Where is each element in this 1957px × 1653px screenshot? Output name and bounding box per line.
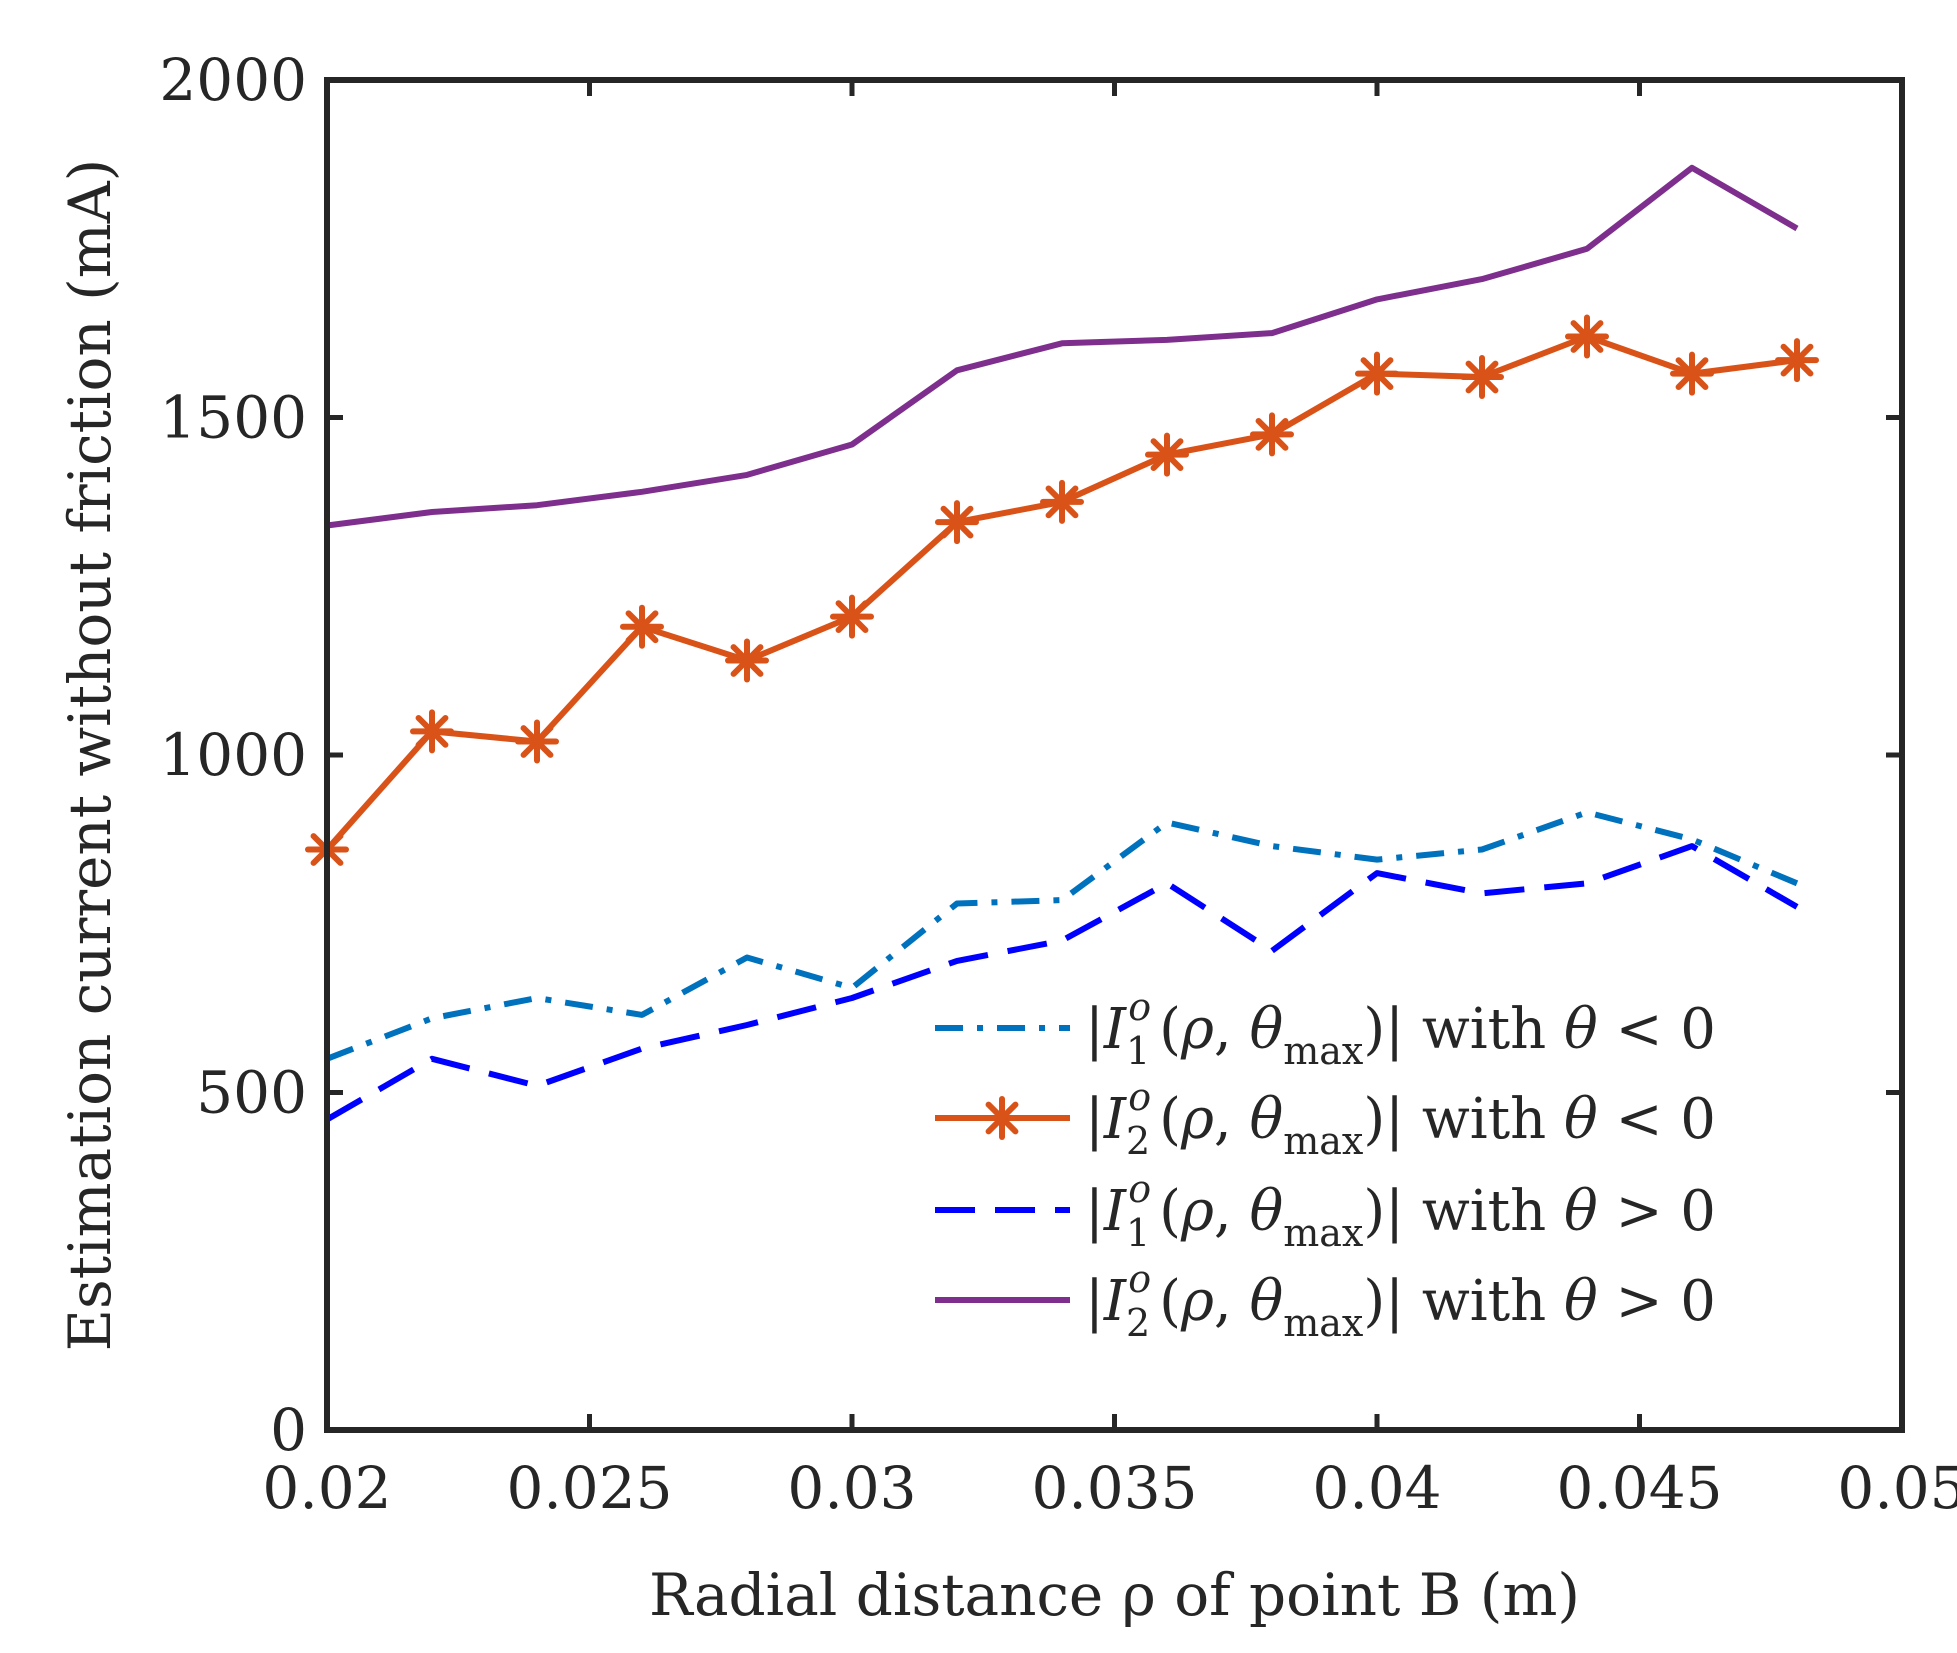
series-line-4	[326, 164, 1799, 529]
data-point-marker	[1460, 355, 1504, 399]
y-tick-label: 500	[196, 1059, 307, 1127]
data-point-marker	[1040, 479, 1084, 524]
x-tick-label: 0.025	[506, 1454, 672, 1522]
series-line-3	[325, 843, 1799, 1123]
legend-label: |I2o (ρ, θmax)| with θ > 0	[1085, 1257, 1716, 1345]
data-point-marker	[410, 709, 454, 754]
x-axis-title: Radial distance ρ of point B (m)	[649, 1561, 1580, 1629]
data-point-marker	[1670, 351, 1714, 396]
y-tick-label: 1000	[159, 721, 307, 789]
legend-label: |I1o (ρ, θmax)| with θ < 0	[1085, 985, 1716, 1073]
data-point-marker	[620, 604, 664, 649]
data-point-marker	[1145, 432, 1189, 477]
legend-label: |I2o (ρ, θmax)| with θ < 0	[1085, 1075, 1716, 1163]
y-tick-label: 1500	[159, 384, 307, 452]
data-point-marker	[935, 500, 979, 545]
ticklabel-layer: 0.02 0.025 0.03 0.035 0.04 0.045 0.05 0 500 1000 1…	[159, 46, 1957, 1522]
series-line-1	[325, 809, 1799, 1062]
series-layer	[305, 164, 1819, 1123]
x-tick-label: 0.045	[1556, 1454, 1722, 1522]
legend-marker	[980, 1096, 1024, 1140]
data-point-marker	[1250, 412, 1294, 457]
axes-box	[324, 77, 1905, 1433]
x-tick-label: 0.02	[262, 1454, 391, 1522]
y-tick-label: 0	[270, 1396, 307, 1464]
x-tick-label: 0.03	[787, 1454, 916, 1522]
x-tick-label: 0.035	[1031, 1454, 1197, 1522]
data-point-marker	[1355, 351, 1399, 396]
x-tick-label: 0.05	[1837, 1454, 1957, 1522]
y-tick-label: 2000	[159, 46, 307, 114]
data-point-marker	[515, 719, 559, 764]
data-point-marker	[1565, 314, 1609, 359]
data-point-marker	[725, 638, 769, 683]
legend-label: |I1o (ρ, θmax)| with θ > 0	[1085, 1167, 1716, 1255]
data-point-marker	[1775, 338, 1819, 383]
legend: |I1o (ρ, θmax)| with θ < 0|I2o (ρ, θmax)| …	[935, 985, 1716, 1345]
data-point-marker	[830, 594, 874, 639]
y-axis-title: Estimation current without friction (mA)	[56, 159, 124, 1352]
x-tick-label: 0.04	[1312, 1454, 1441, 1522]
